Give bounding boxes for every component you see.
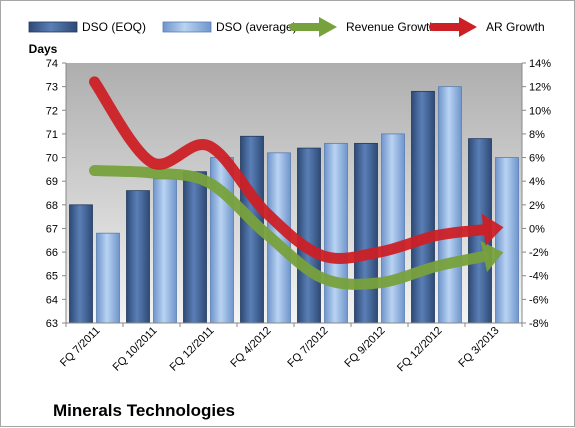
y-tick-label: 67 xyxy=(46,223,58,235)
bar-dso-eoq xyxy=(297,147,321,324)
bar-dso-eoq xyxy=(183,171,207,324)
bar-dso-average xyxy=(96,232,120,324)
y2-tick-label: -2% xyxy=(529,247,549,259)
legend-arrowhead-ar-growth xyxy=(459,17,477,37)
right-axis-ticks: -8% -6% -4% -2% 0% 2% 4% 6% 8% 10% 12% 14% xyxy=(522,58,551,330)
y-tick-label: 63 xyxy=(46,318,58,330)
revenue-growth-line xyxy=(89,165,490,290)
revenue-growth-arrowhead xyxy=(480,240,504,273)
y2-tick-label: 2% xyxy=(529,200,545,212)
y2-tick-label: -8% xyxy=(529,318,549,330)
legend-swatch-dso-eoq xyxy=(28,21,78,33)
y2-tick-label: 10% xyxy=(529,105,551,117)
y2-tick-label: 12% xyxy=(529,82,551,94)
bar-dso-average xyxy=(495,157,519,324)
y-tick-label: 68 xyxy=(46,200,58,212)
y-tick-label: 73 xyxy=(46,82,58,94)
legend-label-dso-eoq: DSO (EOQ) xyxy=(82,20,146,34)
bar-dso-eoq xyxy=(69,204,93,324)
y-axis-title: Days xyxy=(29,42,58,56)
ar-growth-line xyxy=(89,76,490,264)
x-tick-label: FQ 7/2011 xyxy=(58,325,103,370)
x-tick-label: FQ 12/2011 xyxy=(168,325,217,374)
bar-dso-average xyxy=(381,133,405,324)
x-tick-label: FQ 12/2012 xyxy=(395,325,445,375)
y-tick-label: 66 xyxy=(46,247,58,259)
chart-title: Minerals Technologies xyxy=(53,401,235,420)
y-tick-label: 64 xyxy=(46,294,58,306)
x-tick-label: FQ 3/2013 xyxy=(456,325,501,370)
axes xyxy=(65,63,523,324)
y2-tick-label: 14% xyxy=(529,58,551,70)
y-tick-label: 70 xyxy=(46,153,58,165)
x-tick-label: FQ 10/2011 xyxy=(111,325,160,374)
bar-dso-eoq xyxy=(411,90,435,324)
ar-growth-arrowhead xyxy=(481,213,504,246)
y2-tick-label: 4% xyxy=(529,176,545,188)
y2-tick-label: 0% xyxy=(529,223,545,235)
bar-dso-eoq xyxy=(126,190,150,324)
left-axis-ticks: 63 64 65 66 67 68 69 70 71 72 73 74 xyxy=(46,58,66,330)
x-tick-label: FQ 9/2012 xyxy=(342,325,387,370)
y-tick-label: 69 xyxy=(46,176,58,188)
y2-tick-label: -4% xyxy=(529,271,549,283)
y-tick-label: 72 xyxy=(46,105,58,117)
legend-arrowhead-revenue-growth xyxy=(319,17,337,37)
bar-dso-eoq xyxy=(354,142,378,324)
y2-tick-label: -6% xyxy=(529,294,549,306)
y-tick-label: 71 xyxy=(46,129,58,141)
legend-label-revenue-growth: Revenue Growth xyxy=(346,20,436,34)
y2-tick-label: 6% xyxy=(529,153,545,165)
y-tick-label: 65 xyxy=(46,271,58,283)
bar-dso-average xyxy=(324,142,348,324)
legend-label-dso-average: DSO (average) xyxy=(216,20,297,34)
y-tick-label: 74 xyxy=(46,58,58,70)
bar-dso-average xyxy=(438,86,462,324)
bar-dso-average xyxy=(153,178,177,324)
x-tick-label: FQ 7/2012 xyxy=(285,325,330,370)
legend-swatch-dso-average xyxy=(162,21,212,33)
category-axis-ticks: FQ 7/2011 FQ 10/2011 FQ 12/2011 FQ 4/2012 FQ… xyxy=(58,323,523,375)
trend-arrows xyxy=(89,76,504,290)
legend-label-ar-growth: AR Growth xyxy=(486,20,545,34)
x-tick-label: FQ 4/2012 xyxy=(228,325,273,370)
legend: DSO (EOQ) DSO (average) Revenue Growth AR G… xyxy=(28,17,545,37)
y2-tick-label: 8% xyxy=(529,129,545,141)
